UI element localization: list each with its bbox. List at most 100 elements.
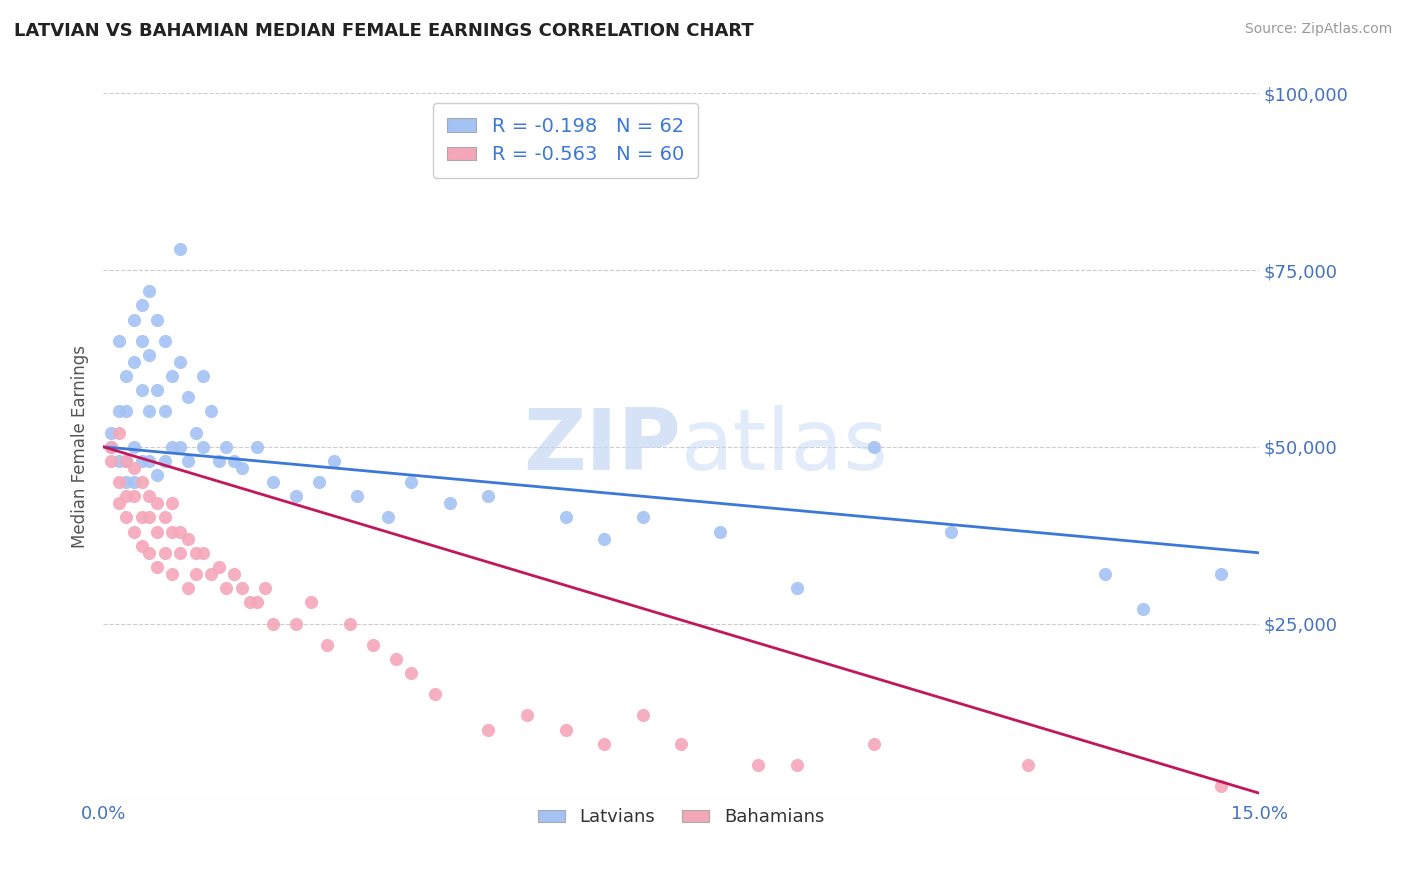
Point — [153, 454, 176, 468]
Point — [131, 510, 153, 524]
Point — [115, 404, 138, 418]
Point — [346, 489, 368, 503]
Point — [100, 454, 122, 468]
Point — [153, 546, 176, 560]
Point — [169, 355, 191, 369]
Point — [169, 440, 191, 454]
Point — [401, 475, 423, 490]
Y-axis label: Median Female Earnings: Median Female Earnings — [72, 345, 89, 549]
Point — [284, 489, 307, 503]
Point — [169, 524, 191, 539]
Point — [224, 567, 246, 582]
Point — [122, 355, 145, 369]
Point — [131, 298, 153, 312]
Point — [631, 510, 654, 524]
Point — [315, 638, 337, 652]
Point — [516, 708, 538, 723]
Point — [231, 461, 253, 475]
Point — [138, 510, 160, 524]
Point — [786, 757, 808, 772]
Point — [100, 425, 122, 440]
Text: ZIP: ZIP — [523, 405, 681, 488]
Point — [177, 454, 200, 468]
Point — [162, 567, 184, 582]
Point — [1017, 757, 1039, 772]
Point — [162, 524, 184, 539]
Point — [107, 425, 129, 440]
Point — [138, 454, 160, 468]
Point — [122, 461, 145, 475]
Point — [107, 404, 129, 418]
Point — [238, 595, 260, 609]
Point — [1209, 567, 1232, 582]
Point — [177, 581, 200, 595]
Point — [138, 489, 160, 503]
Point — [377, 510, 399, 524]
Point — [184, 425, 207, 440]
Point — [262, 475, 284, 490]
Point — [184, 567, 207, 582]
Point — [153, 510, 176, 524]
Point — [477, 489, 499, 503]
Point — [162, 369, 184, 384]
Point — [115, 369, 138, 384]
Point — [939, 524, 962, 539]
Text: LATVIAN VS BAHAMIAN MEDIAN FEMALE EARNINGS CORRELATION CHART: LATVIAN VS BAHAMIAN MEDIAN FEMALE EARNIN… — [14, 22, 754, 40]
Point — [193, 440, 215, 454]
Point — [385, 652, 408, 666]
Point — [208, 454, 231, 468]
Point — [107, 475, 129, 490]
Point — [361, 638, 384, 652]
Point — [138, 546, 160, 560]
Point — [554, 510, 576, 524]
Point — [177, 532, 200, 546]
Point — [115, 454, 138, 468]
Point — [193, 546, 215, 560]
Point — [153, 404, 176, 418]
Point — [323, 454, 346, 468]
Point — [138, 348, 160, 362]
Point — [162, 496, 184, 510]
Point — [593, 737, 616, 751]
Point — [246, 440, 269, 454]
Point — [146, 312, 169, 326]
Point — [401, 665, 423, 680]
Point — [115, 454, 138, 468]
Point — [146, 383, 169, 397]
Point — [122, 524, 145, 539]
Point — [246, 595, 269, 609]
Point — [253, 581, 276, 595]
Point — [215, 581, 238, 595]
Point — [709, 524, 731, 539]
Point — [284, 616, 307, 631]
Point — [107, 496, 129, 510]
Point — [115, 489, 138, 503]
Point — [153, 334, 176, 348]
Point — [138, 285, 160, 299]
Point — [100, 440, 122, 454]
Point — [862, 737, 884, 751]
Point — [262, 616, 284, 631]
Point — [184, 546, 207, 560]
Point — [122, 475, 145, 490]
Point — [339, 616, 361, 631]
Point — [162, 440, 184, 454]
Point — [208, 560, 231, 574]
Point — [786, 581, 808, 595]
Point — [631, 708, 654, 723]
Point — [131, 475, 153, 490]
Point — [231, 581, 253, 595]
Point — [747, 757, 769, 772]
Point — [477, 723, 499, 737]
Point — [1209, 779, 1232, 793]
Point — [200, 567, 222, 582]
Point — [107, 454, 129, 468]
Point — [100, 440, 122, 454]
Point — [423, 687, 446, 701]
Point — [177, 390, 200, 404]
Point — [115, 510, 138, 524]
Point — [122, 312, 145, 326]
Point — [593, 532, 616, 546]
Text: atlas: atlas — [681, 405, 889, 488]
Point — [215, 440, 238, 454]
